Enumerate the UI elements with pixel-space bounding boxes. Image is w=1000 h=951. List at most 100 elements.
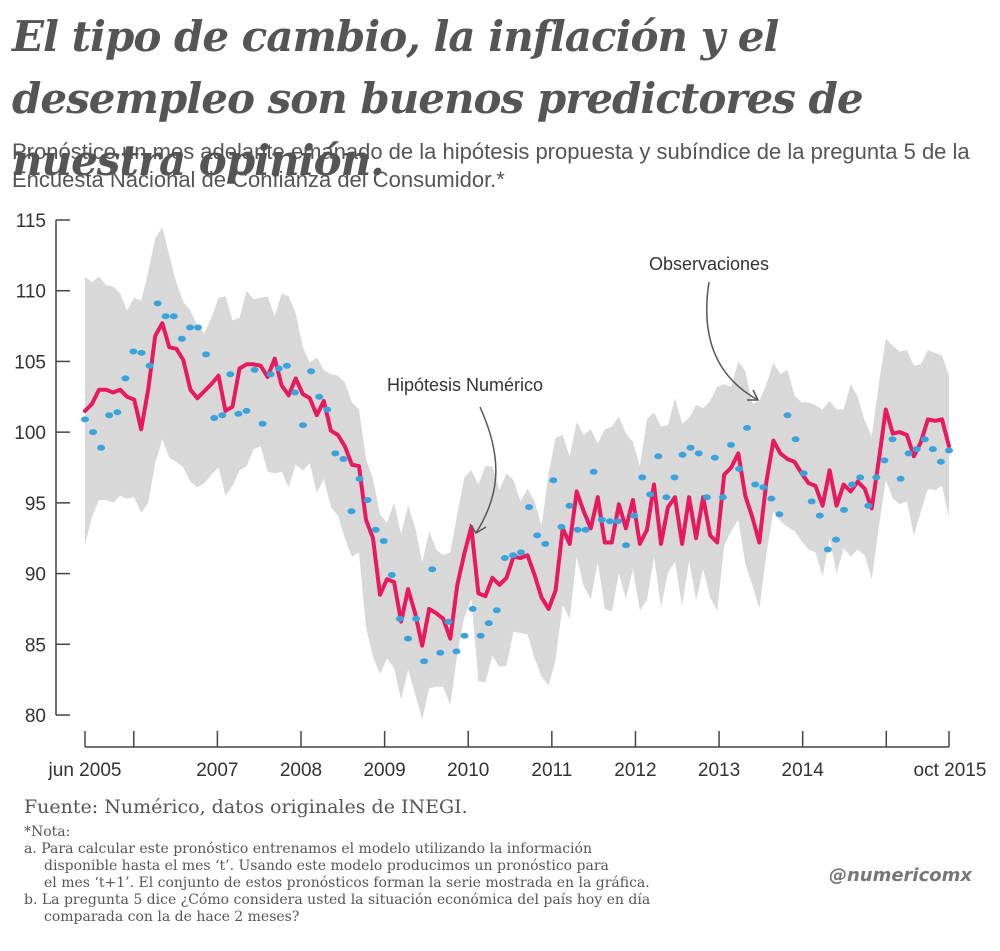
- observation-point: [242, 407, 251, 414]
- observation-point: [460, 632, 469, 639]
- axes-layer: 80 85 90 95 100 105 110 115 jun 2005 2007 2008 2009…: [14, 211, 986, 781]
- brand-handle: @numericomx: [828, 865, 972, 886]
- note-a-line-1: a. Para calcular este pronóstico entrena…: [24, 841, 592, 857]
- forecast-line: [83, 321, 951, 648]
- x-tick-label: 2013: [698, 760, 740, 781]
- observation-point: [331, 450, 340, 457]
- observation-point: [266, 371, 275, 378]
- observation-point: [815, 512, 824, 519]
- observation-point: [638, 474, 647, 481]
- observation-point: [194, 324, 202, 331]
- observation-point: [622, 542, 630, 549]
- observation-point: [727, 441, 735, 448]
- x-tick-label: jun 2005: [48, 760, 122, 781]
- annotation-observaciones: Observaciones: [649, 254, 769, 274]
- observation-points-layer: [81, 300, 953, 665]
- note-b-line-2: comparada con la de hace 2 meses?: [44, 909, 300, 925]
- observation-point: [565, 502, 574, 509]
- y-tick-label: 105: [14, 352, 46, 373]
- observation-point: [662, 494, 671, 501]
- observation-point: [202, 351, 211, 358]
- observation-point: [605, 518, 614, 525]
- annotation-arrowhead-hipotesis: [469, 523, 487, 535]
- note-a-line-2: disponible hasta el mes ‘t’. Usando este…: [44, 858, 609, 874]
- observation-point: [347, 508, 356, 515]
- x-tick-label: oct 2015: [914, 760, 987, 781]
- observation-point: [210, 415, 219, 421]
- observation-point: [767, 495, 776, 502]
- observation-point: [775, 511, 784, 518]
- observation-point: [597, 516, 606, 523]
- observation-point: [371, 526, 380, 533]
- chart-title: El tipo de cambio, la inflación y el des…: [12, 12, 864, 185]
- observation-point: [484, 620, 493, 627]
- observation-point: [89, 429, 98, 436]
- observation-point: [250, 366, 259, 373]
- annotation-arrowhead-observaciones: [747, 389, 760, 401]
- observation-point: [783, 412, 792, 419]
- observation-point: [258, 420, 267, 427]
- observation-point: [613, 518, 622, 525]
- observation-point: [81, 416, 89, 423]
- y-tick-label: 80: [25, 706, 46, 727]
- source-note: Fuente: Numérico, datos originales de IN…: [24, 796, 468, 818]
- observation-point: [468, 605, 477, 612]
- observation-point: [646, 491, 655, 498]
- observation-point: [791, 436, 800, 443]
- observation-point: [872, 474, 881, 481]
- observation-point: [928, 446, 937, 453]
- observation-point: [807, 498, 816, 505]
- observation-point: [226, 371, 235, 378]
- x-tick-label: 2010: [447, 760, 489, 781]
- x-tick-label: 2014: [782, 760, 825, 781]
- observation-point: [355, 475, 364, 482]
- observation-point: [936, 458, 945, 465]
- observation-point: [282, 362, 291, 369]
- y-tick-label: 85: [25, 635, 46, 656]
- observation-point: [517, 549, 525, 556]
- observation-point: [670, 474, 679, 481]
- observation-point: [541, 540, 550, 547]
- observation-point: [379, 538, 388, 544]
- observation-point: [823, 546, 832, 553]
- annotation-arrow-observaciones: [705, 281, 759, 401]
- y-tick-label: 115: [16, 211, 46, 232]
- footnotes: *Nota: a. Para calcular este pronóstico …: [24, 824, 784, 926]
- observation-point: [113, 409, 122, 416]
- chart-subtitle: Pronóstico un mes adelante emanado de la…: [12, 139, 970, 192]
- observation-point: [525, 504, 534, 511]
- forecast-line-layer: [83, 321, 951, 648]
- observation-point: [904, 450, 913, 457]
- observation-point: [234, 410, 243, 417]
- observation-point: [412, 615, 421, 622]
- x-tick-label: 2008: [280, 760, 322, 781]
- observation-point: [97, 444, 106, 451]
- observation-point: [533, 532, 542, 539]
- observation-point: [395, 615, 404, 622]
- observation-point: [920, 436, 929, 443]
- observation-point: [573, 526, 582, 533]
- observation-point: [581, 526, 590, 533]
- observation-point: [735, 465, 744, 472]
- observation-point: [153, 300, 162, 307]
- observation-point: [630, 512, 639, 519]
- observation-point: [912, 446, 921, 453]
- observation-point: [452, 648, 461, 655]
- x-tick-label: 2007: [196, 760, 238, 781]
- observation-point: [549, 477, 558, 484]
- annotation-hipotesis: Hipótesis Numérico: [387, 375, 543, 395]
- observation-point: [315, 393, 324, 400]
- observation-point: [436, 649, 445, 656]
- observation-point: [856, 474, 865, 481]
- observation-point: [420, 658, 429, 665]
- observation-point: [945, 447, 953, 454]
- observation-point: [880, 457, 889, 464]
- observation-point: [702, 494, 711, 501]
- observation-point: [105, 412, 114, 419]
- forecast-band: [85, 227, 949, 720]
- observation-point: [387, 572, 396, 578]
- observation-point: [404, 635, 412, 642]
- observation-point: [169, 313, 178, 320]
- annotation-arrow-hipotesis: [475, 406, 497, 534]
- forecast-band-layer: [85, 227, 949, 720]
